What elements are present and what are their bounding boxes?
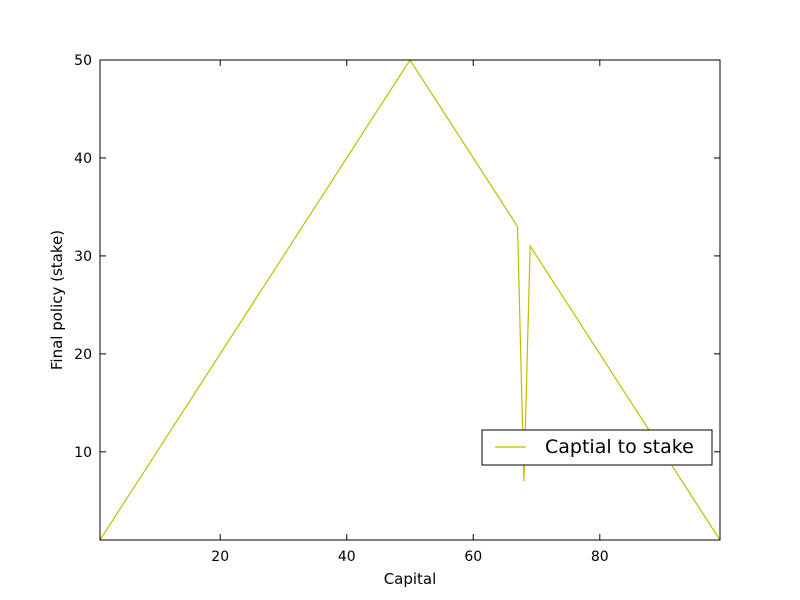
y-axis-label: Final policy (stake) — [48, 230, 66, 370]
legend-label: Captial to stake — [545, 436, 694, 458]
x-tick-label: 40 — [338, 549, 356, 565]
x-tick-label: 80 — [591, 549, 609, 565]
x-tick-label: 20 — [211, 549, 229, 565]
y-tick-label: 30 — [74, 249, 92, 265]
series-line — [99, 58, 721, 541]
y-tick-label: 40 — [74, 151, 92, 167]
y-tick-label: 10 — [74, 445, 92, 461]
plot-area — [100, 60, 720, 540]
legend-box — [481, 429, 713, 466]
legend: Captial to stake — [481, 429, 713, 466]
x-axis-ticks: 20 40 60 80 — [211, 60, 609, 565]
x-tick-label: 60 — [464, 549, 482, 565]
y-tick-label: 50 — [74, 53, 92, 69]
y-tick-label: 20 — [74, 347, 92, 363]
series-layer — [99, 58, 721, 541]
y-axis-ticks: 10 20 30 40 50 — [74, 53, 720, 461]
x-axis-label: Capital — [384, 570, 437, 588]
plot-frame — [99, 59, 721, 541]
